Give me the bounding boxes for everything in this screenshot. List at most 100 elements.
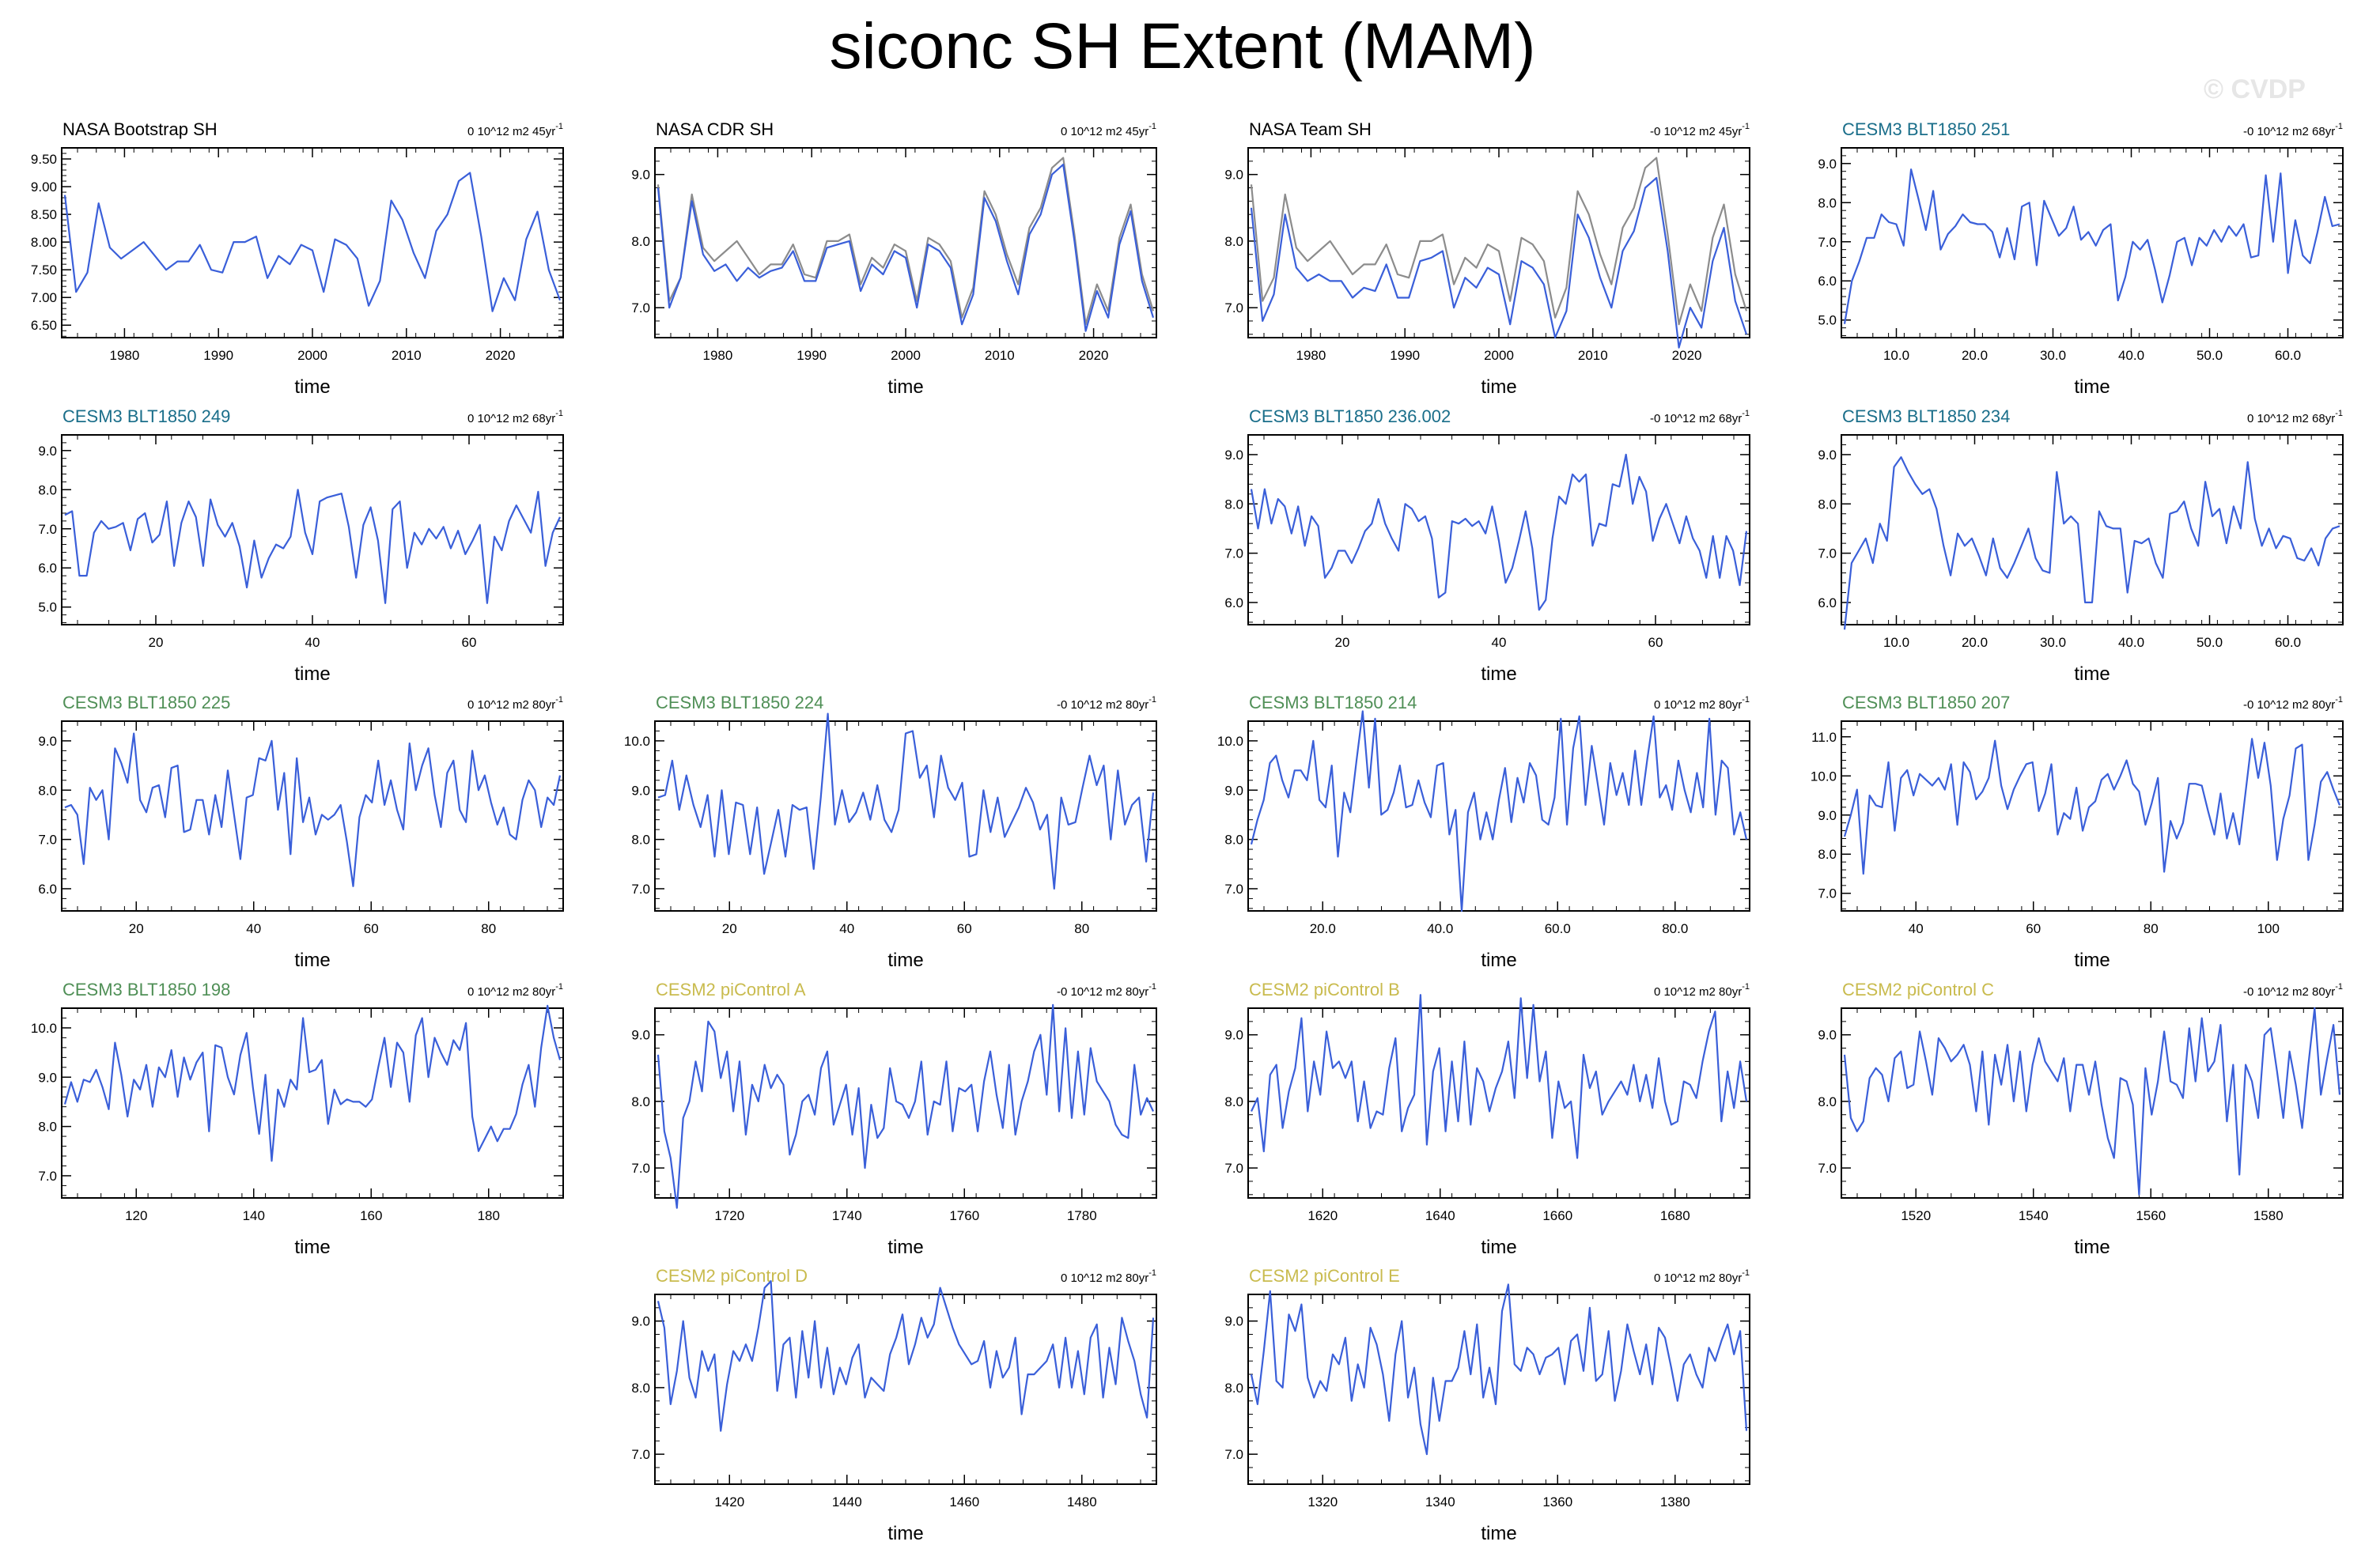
trend-label: 0 10^12 m2 80yr-1: [1654, 1268, 1750, 1285]
y-tick-label: 8.0: [1224, 234, 1243, 249]
x-tick-label: 20.0: [1962, 635, 1988, 650]
series-line: [657, 1003, 1154, 1209]
x-tick-label: 1440: [832, 1494, 862, 1509]
trend-exponent: -1: [555, 409, 563, 418]
x-tick-label: 40.0: [1427, 921, 1453, 936]
y-tick-label: 6.50: [31, 318, 57, 333]
trend-label: 0 10^12 m2 45yr-1: [467, 122, 563, 138]
x-axis-label: time: [887, 950, 923, 971]
trend-exponent: -1: [555, 695, 563, 705]
series-line: [1843, 455, 2340, 630]
x-tick-label: 1380: [1660, 1494, 1690, 1509]
y-tick-label: 7.0: [38, 1169, 57, 1184]
series-line: [1250, 1283, 1748, 1456]
trend-exponent: -1: [2335, 409, 2343, 418]
trend-label: -0 10^12 m2 80yr-1: [1057, 695, 1156, 712]
chart-panel: CESM3 BLT1850 249 0 10^12 m2 68yr-1 5.0 6.0…: [38, 406, 564, 685]
chart-panel: CESM3 BLT1850 198 0 10^12 m2 80yr-1 7.0 8.0…: [31, 980, 564, 1258]
y-tick-label: 6.0: [38, 882, 57, 897]
x-tick-label: 20.0: [1962, 348, 1988, 363]
y-tick-label: 9.0: [1224, 448, 1243, 463]
chart-title: CESM2 piControl C: [1842, 980, 1994, 999]
y-tick-label: 8.0: [38, 1120, 57, 1135]
chart-panel: CESM2 piControl E 0 10^12 m2 80yr-1 7.0 8.0…: [1224, 1266, 1750, 1544]
x-tick-label: 60: [2026, 921, 2041, 936]
x-axis-label: time: [2074, 663, 2110, 685]
series-line: [1250, 453, 1748, 611]
trend-exponent: -1: [1742, 982, 1750, 992]
x-tick-label: 80.0: [1662, 921, 1688, 936]
y-tick-label: 7.00: [31, 290, 57, 305]
y-tick-label: 9.0: [1818, 448, 1837, 463]
x-tick-label: 20: [722, 921, 737, 936]
x-axis-label: time: [887, 1237, 923, 1258]
x-axis-label: time: [2074, 376, 2110, 398]
x-tick-label: 2000: [891, 348, 921, 363]
chart-panel: CESM3 BLT1850 225 0 10^12 m2 80yr-1 6.0 7.0…: [38, 693, 564, 971]
y-tick-label: 8.00: [31, 235, 57, 250]
x-axis-label: time: [294, 376, 330, 398]
y-tick-label: 8.0: [631, 1094, 650, 1109]
series-line: [63, 1004, 562, 1162]
y-tick-label: 7.0: [1224, 1447, 1243, 1462]
x-tick-label: 80: [481, 921, 496, 936]
y-tick-label: 7.0: [38, 522, 57, 537]
y-tick-label: 9.0: [631, 168, 650, 183]
x-tick-label: 2010: [985, 348, 1015, 363]
chart-title: NASA Bootstrap SH: [62, 119, 218, 139]
y-tick-label: 8.0: [1224, 833, 1243, 848]
y-tick-label: 8.0: [1224, 497, 1243, 512]
y-tick-label: 9.0: [1224, 168, 1243, 183]
x-tick-label: 1420: [714, 1494, 744, 1509]
x-tick-label: 80: [1074, 921, 1089, 936]
x-tick-label: 1320: [1307, 1494, 1338, 1509]
y-tick-label: 8.0: [1818, 497, 1837, 512]
x-tick-label: 1760: [949, 1208, 979, 1223]
x-tick-label: 60.0: [1545, 921, 1571, 936]
y-tick-label: 8.50: [31, 207, 57, 222]
x-tick-label: 20: [129, 921, 144, 936]
y-tick-label: 10.0: [1811, 769, 1837, 784]
x-axis-label: time: [887, 1523, 923, 1544]
chart-title: CESM3 BLT1850 214: [1249, 693, 1417, 712]
trend-exponent: -1: [1742, 1268, 1750, 1278]
x-tick-label: 1980: [109, 348, 139, 363]
x-tick-label: 1660: [1542, 1208, 1572, 1223]
chart-panel: CESM2 piControl C -0 10^12 m2 80yr-1 7.0 8.…: [1818, 980, 2344, 1258]
y-tick-label: 9.0: [1818, 1028, 1837, 1043]
page-title: siconc SH Extent (MAM): [829, 10, 1536, 82]
y-tick-label: 8.0: [1224, 1381, 1243, 1396]
x-tick-label: 40.0: [2118, 635, 2144, 650]
trend-exponent: -1: [2335, 982, 2343, 992]
x-axis-label: time: [294, 1237, 330, 1258]
plot-frame: [61, 147, 564, 338]
x-tick-label: 40.0: [2118, 348, 2144, 363]
series-line: [64, 732, 562, 887]
plot-frame: [654, 1294, 1157, 1485]
x-axis-label: time: [2074, 1237, 2110, 1258]
trend-exponent: -1: [1742, 695, 1750, 705]
trend-exponent: -1: [555, 122, 563, 131]
x-tick-label: 1980: [702, 348, 732, 363]
y-tick-label: 9.0: [38, 444, 57, 459]
trend-label: -0 10^12 m2 80yr-1: [2243, 982, 2343, 999]
x-tick-label: 2010: [392, 348, 422, 363]
trend-exponent: -1: [1742, 122, 1750, 131]
y-tick-label: 5.0: [1818, 313, 1837, 328]
x-tick-label: 1360: [1542, 1494, 1572, 1509]
y-tick-label: 9.50: [31, 152, 57, 167]
trend-label: 0 10^12 m2 80yr-1: [467, 695, 563, 712]
chart-title: CESM3 BLT1850 234: [1842, 406, 2010, 426]
trend-exponent: -1: [1148, 982, 1156, 992]
reference-series-line: [657, 157, 1155, 326]
y-tick-label: 8.0: [1818, 847, 1837, 862]
plot-frame: [1247, 1294, 1750, 1485]
x-tick-label: 1640: [1425, 1208, 1455, 1223]
series-line: [64, 489, 561, 604]
trend-exponent: -1: [1148, 695, 1156, 705]
x-tick-label: 50.0: [2197, 635, 2223, 650]
trend-label: -0 10^12 m2 68yr-1: [1650, 409, 1750, 425]
y-tick-label: 8.0: [631, 833, 650, 848]
trend-label: 0 10^12 m2 80yr-1: [1061, 1268, 1156, 1285]
